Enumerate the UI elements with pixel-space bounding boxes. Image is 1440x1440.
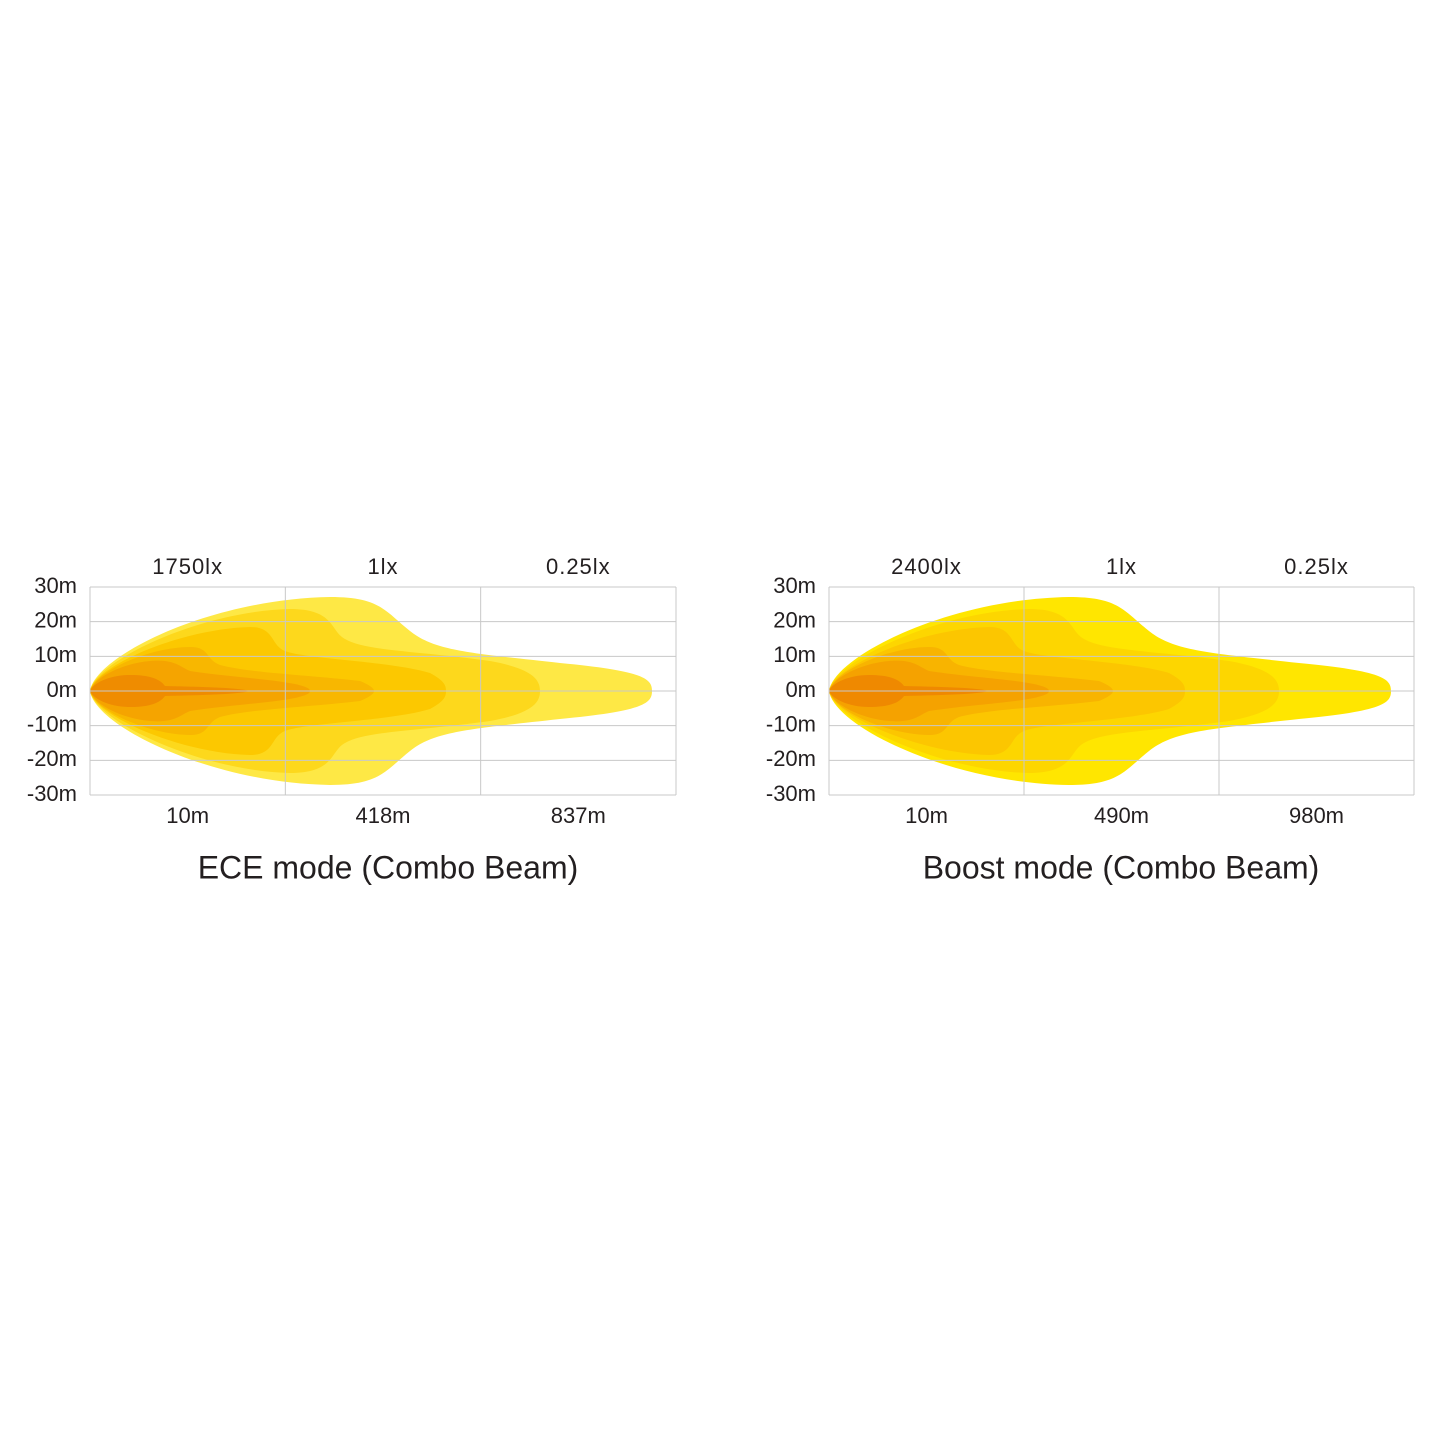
y-label: -20m <box>766 746 816 771</box>
lux-label: 0.25lx <box>546 554 611 579</box>
y-label: 0m <box>785 677 816 702</box>
lux-label: 0.25lx <box>1284 554 1349 579</box>
y-label: 0m <box>46 677 77 702</box>
distance-label: 980m <box>1289 803 1344 828</box>
distance-label: 418m <box>355 803 410 828</box>
panel-title: Boost mode (Combo Beam) <box>923 849 1320 885</box>
y-label: -20m <box>27 746 77 771</box>
y-label: 20m <box>773 607 816 632</box>
distance-label: 10m <box>905 803 948 828</box>
distance-label: 837m <box>551 803 606 828</box>
y-label: 10m <box>773 642 816 667</box>
beam-panel: 30m 20m 10m 0m -10m -20m -30m 2400lx 10m 1lx 490m 0… <box>766 554 1415 885</box>
y-label: -30m <box>27 781 77 806</box>
y-label: 20m <box>34 607 77 632</box>
y-label: 30m <box>773 573 816 598</box>
y-label: -30m <box>766 781 816 806</box>
lux-label: 1lx <box>367 554 398 579</box>
y-label: -10m <box>27 711 77 736</box>
distance-label: 10m <box>166 803 209 828</box>
beam-panel: 30m 20m 10m 0m -10m -20m -30m 1750lx 10m 1lx 418m 0… <box>27 554 677 885</box>
lux-label: 2400lx <box>891 554 962 579</box>
y-label: 30m <box>34 573 77 598</box>
y-label: 10m <box>34 642 77 667</box>
lux-label: 1750lx <box>152 554 223 579</box>
lux-label: 1lx <box>1106 554 1137 579</box>
y-label: -10m <box>766 711 816 736</box>
panel-title: ECE mode (Combo Beam) <box>198 849 579 885</box>
distance-label: 490m <box>1094 803 1149 828</box>
